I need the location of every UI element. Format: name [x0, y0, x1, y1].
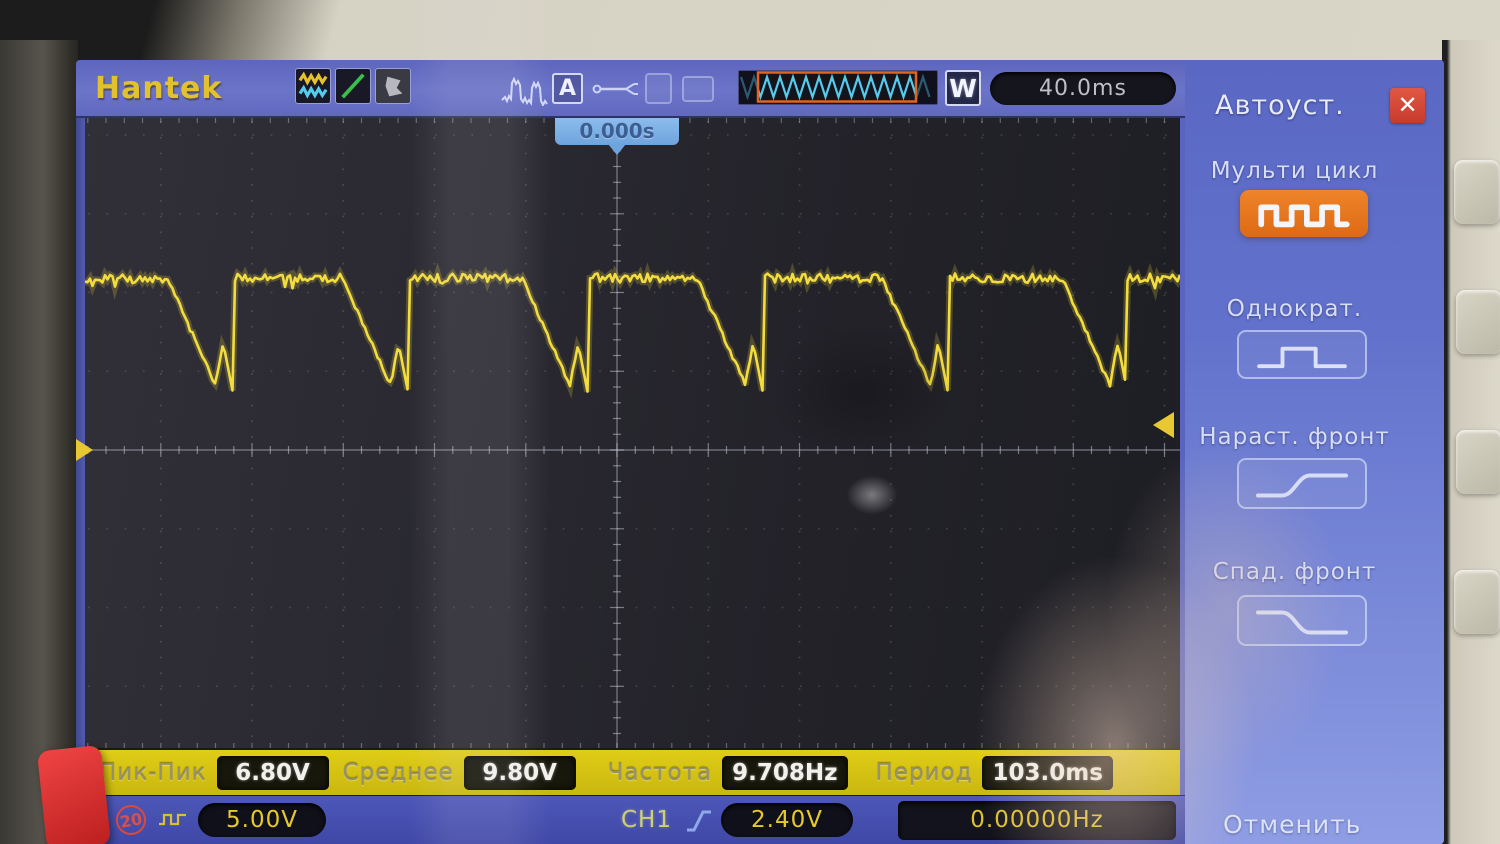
volts-per-div-readout: 5.00V	[198, 803, 326, 837]
red-probe-cover	[36, 744, 112, 844]
rising-edge-icon	[1256, 473, 1348, 498]
falling-edge-button[interactable]	[1237, 595, 1367, 646]
measurement-label: Среднее	[342, 759, 454, 786]
menu-title: Автоуст.	[1215, 90, 1345, 121]
multi-cycle-button[interactable]	[1240, 190, 1368, 237]
bezel-right	[1442, 40, 1500, 844]
waveform-colors-icon[interactable]	[295, 68, 331, 104]
side-menu-button[interactable]	[1456, 430, 1500, 494]
cursor-pen-icon[interactable]	[335, 68, 371, 104]
measurement-bar: Пик-Пик 6.80V Среднее 9.80V Частота 9.70…	[85, 748, 1180, 795]
menu-item-label: Однократ.	[1226, 296, 1363, 322]
rising-edge-button[interactable]	[1237, 458, 1367, 509]
side-menu-button[interactable]	[1454, 160, 1500, 224]
bezel-left	[0, 40, 78, 844]
multi-cycle-pulse-icon	[1258, 204, 1350, 228]
measurement-value: 9.80V	[463, 755, 576, 790]
save-icon	[645, 73, 672, 104]
square-wave-coupling-icon	[159, 813, 186, 826]
oscilloscope-screen: Hantek A	[76, 60, 1444, 844]
usb-icon	[592, 83, 638, 95]
window-mode-button[interactable]: W	[945, 70, 981, 106]
trigger-level-readout: 2.40V	[721, 803, 853, 837]
channel-status-bar: 20 5.00V CH1 2.40V 0.00000Hz	[76, 795, 1185, 844]
top-status-bar: Hantek A	[76, 60, 1185, 118]
menu-item-label: Нараст. фронт	[1199, 424, 1390, 450]
side-menu-button[interactable]	[1454, 570, 1500, 634]
measurement-label: Период	[875, 759, 973, 786]
autoset-menu: Автоуст. ✕ Мульти цикл Однократ. Нараст.…	[1185, 60, 1444, 844]
single-shot-button[interactable]	[1237, 330, 1367, 379]
bezel-top	[0, 0, 1500, 62]
measurement-label: Пик-Пик	[99, 759, 207, 786]
waveform-display: 0.000s	[76, 118, 1180, 748]
measurement-value: 9.708Hz	[722, 755, 848, 790]
cancel-button[interactable]: Отменить	[1223, 810, 1362, 839]
timebase-readout: 40.0ms	[990, 72, 1176, 105]
channel-name: CH1	[621, 807, 672, 833]
measurement-value: 103.0ms	[982, 755, 1113, 790]
menu-item-label: Мульти цикл	[1210, 158, 1379, 184]
side-menu-button[interactable]	[1456, 290, 1500, 354]
menu-item-label: Спад. фронт	[1212, 559, 1377, 585]
measurement-label: Частота	[607, 759, 713, 786]
channel-position-marker[interactable]	[76, 439, 93, 461]
screenshot-icon[interactable]	[375, 68, 411, 104]
print-icon	[682, 76, 714, 102]
bandwidth-limit-badge: 20	[113, 802, 149, 838]
falling-edge-icon	[1256, 610, 1348, 635]
noisy-pulse-icon	[501, 76, 548, 106]
trigger-edge-icon	[687, 810, 711, 832]
close-icon[interactable]: ✕	[1390, 88, 1425, 123]
single-pulse-icon	[1257, 346, 1347, 369]
trigger-position-tag[interactable]: 0.000s	[555, 118, 679, 155]
waveform-preview-scrollbar[interactable]	[738, 70, 938, 105]
frequency-counter-readout: 0.00000Hz	[898, 801, 1176, 840]
measurement-value: 6.80V	[216, 755, 329, 790]
trigger-level-marker[interactable]	[1153, 412, 1174, 438]
auto-trigger-mode-icon[interactable]: A	[552, 73, 583, 104]
brand-logo: Hantek	[95, 71, 223, 106]
